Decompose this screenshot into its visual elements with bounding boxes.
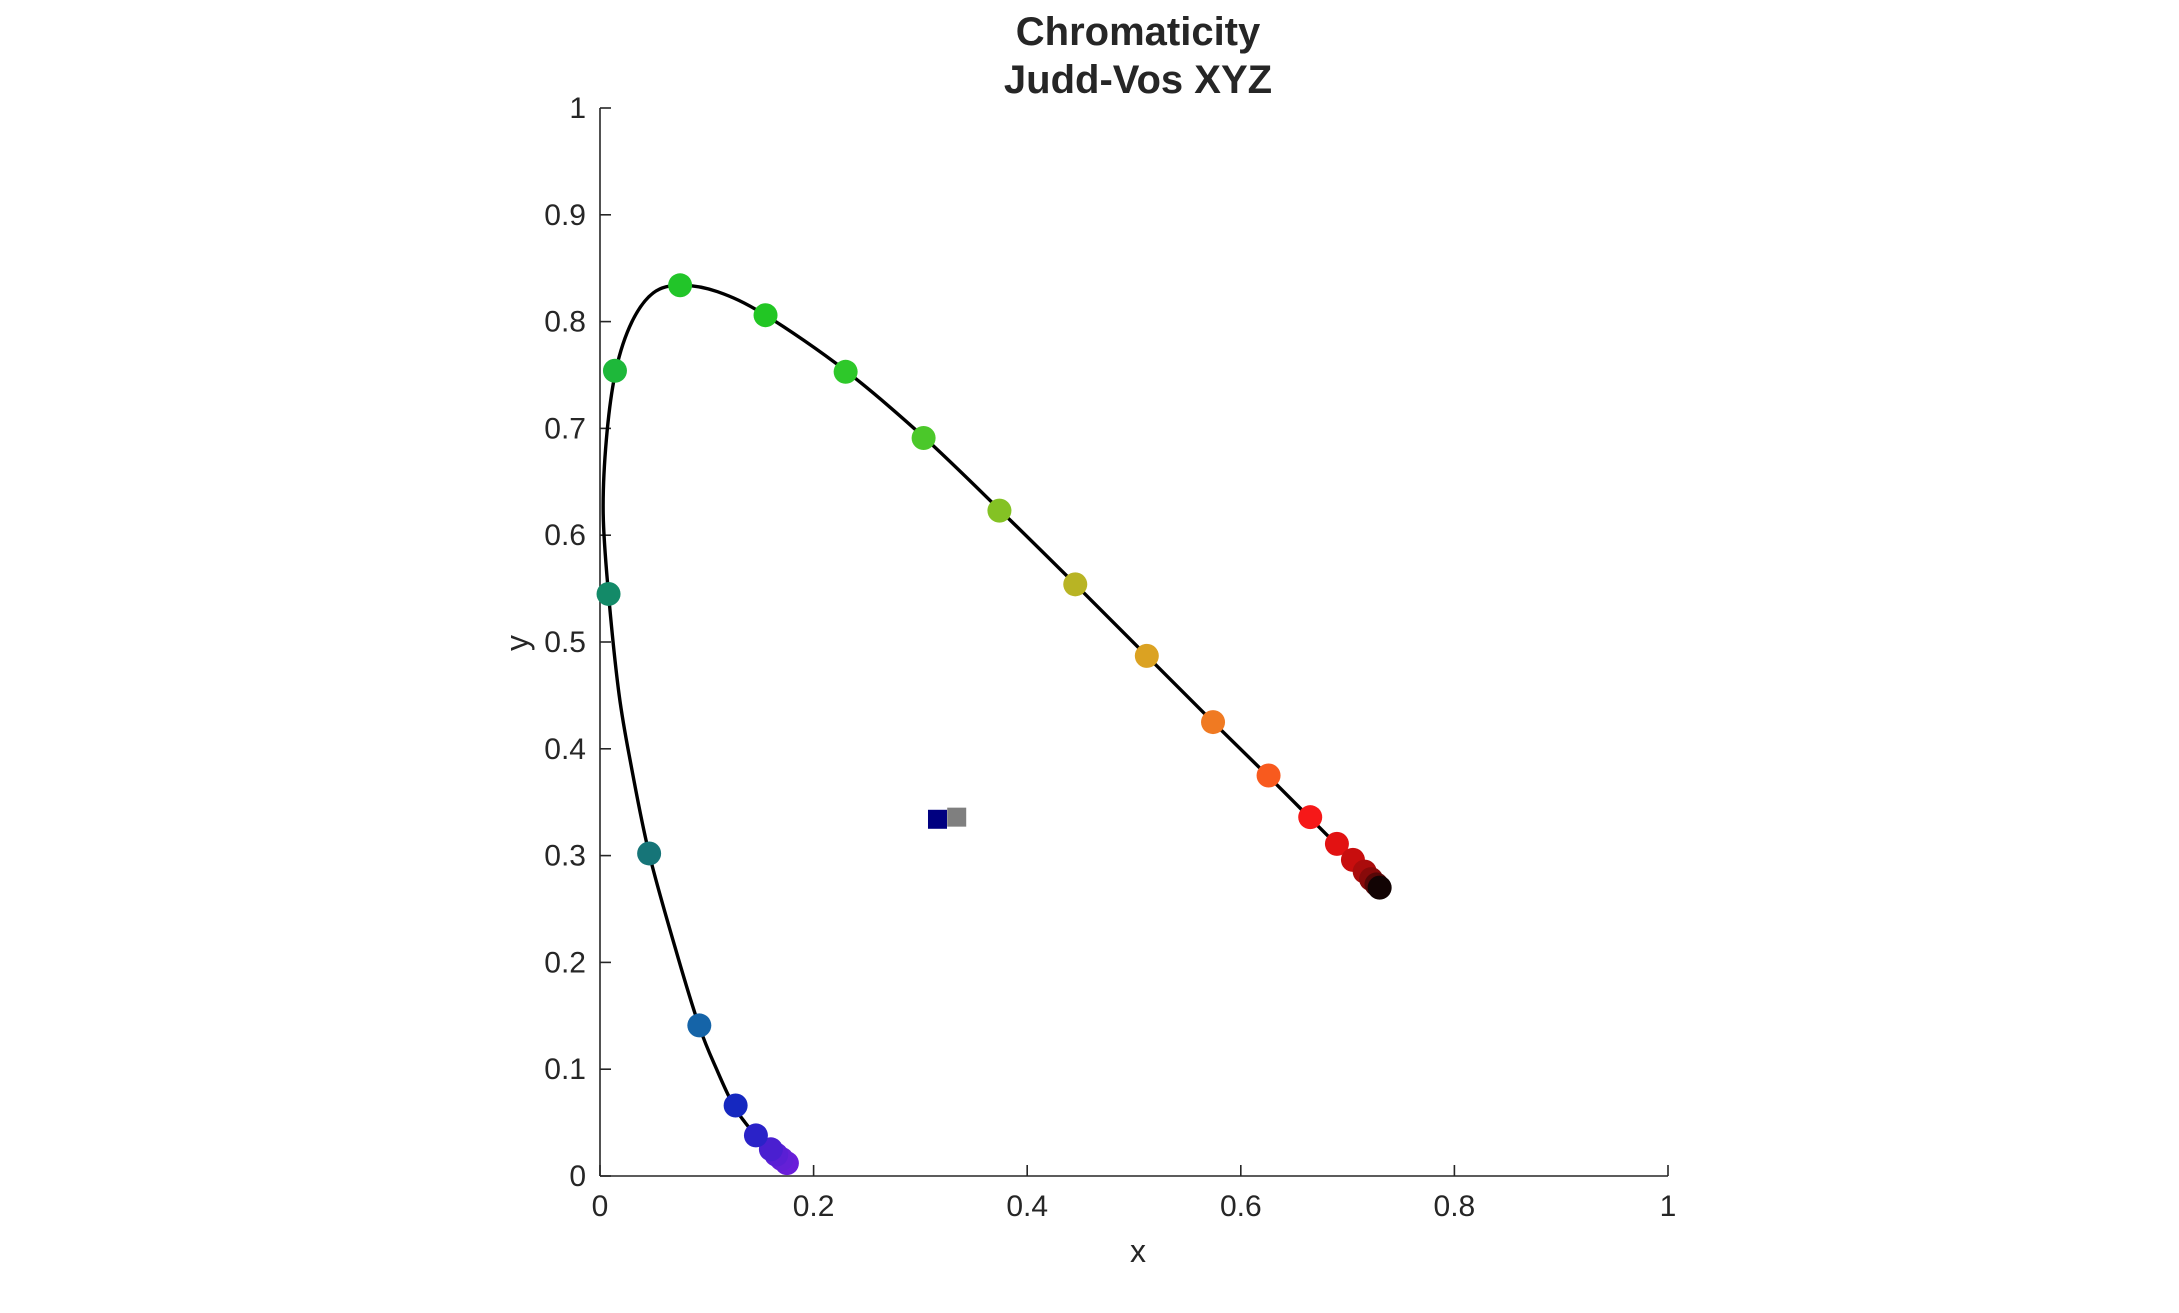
y-tick-label: 0.3 xyxy=(544,840,586,873)
locus-marker xyxy=(1367,875,1392,900)
white-point-marker xyxy=(927,809,947,829)
locus-marker xyxy=(833,359,858,384)
y-tick-label: 0.6 xyxy=(544,519,586,552)
x-tick-label: 0 xyxy=(592,1190,609,1223)
locus-marker xyxy=(687,1013,712,1038)
white-point-markers xyxy=(927,807,967,829)
locus-markers xyxy=(596,273,1392,1176)
y-axis-ticks: 0 0.1 0.2 0.3 0.4 0.5 0.6 0.7 0.8 0.9 1 xyxy=(544,92,611,1193)
chart-title-line-1: Chromaticity xyxy=(1016,10,1261,54)
locus-marker xyxy=(743,1123,768,1148)
locus-marker xyxy=(1298,805,1323,830)
x-tick-label: 0.6 xyxy=(1220,1190,1262,1223)
locus-marker xyxy=(753,303,778,328)
locus-marker xyxy=(911,426,936,451)
locus-marker xyxy=(1256,763,1281,788)
y-tick-label: 0.7 xyxy=(544,412,586,445)
locus-marker xyxy=(1134,643,1159,668)
locus-marker xyxy=(723,1093,748,1118)
y-tick-label: 0 xyxy=(569,1160,586,1193)
x-tick-label: 0.2 xyxy=(793,1190,835,1223)
x-tick-label: 0.8 xyxy=(1434,1190,1476,1223)
y-tick-label: 0.4 xyxy=(544,733,586,766)
x-tick-label: 0.4 xyxy=(1006,1190,1048,1223)
x-axis-label: x xyxy=(1130,1233,1146,1269)
spectrum-locus-line xyxy=(601,283,1383,1167)
locus-marker xyxy=(602,358,627,383)
locus-marker xyxy=(1063,572,1088,597)
white-point-marker xyxy=(947,807,967,827)
locus-marker xyxy=(668,273,693,298)
locus-marker xyxy=(1201,710,1226,735)
y-tick-label: 0.1 xyxy=(544,1053,586,1086)
locus-marker xyxy=(596,581,621,606)
y-axis-label: y xyxy=(499,635,535,651)
x-axis-ticks: 0 0.2 0.4 0.6 0.8 1 xyxy=(592,1165,1677,1223)
locus-marker xyxy=(987,498,1012,523)
y-tick-label: 1 xyxy=(569,92,586,125)
x-tick-label: 1 xyxy=(1660,1190,1677,1223)
y-tick-label: 0.8 xyxy=(544,306,586,339)
y-tick-label: 0.2 xyxy=(544,946,586,979)
y-tick-label: 0.9 xyxy=(544,199,586,232)
chart-title-line-2: Judd-Vos XYZ xyxy=(1004,58,1272,102)
locus-marker xyxy=(637,841,662,866)
y-tick-label: 0.5 xyxy=(544,626,586,659)
locus-marker xyxy=(1324,831,1349,856)
